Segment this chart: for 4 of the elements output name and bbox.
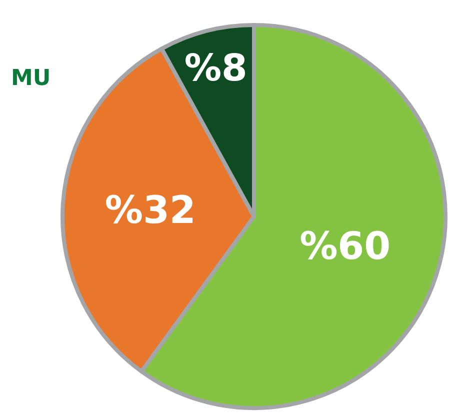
data-label: %60 bbox=[300, 224, 391, 268]
data-label: %8 bbox=[184, 46, 248, 90]
text: MU bbox=[11, 66, 51, 91]
data-label: %32 bbox=[104, 188, 196, 232]
